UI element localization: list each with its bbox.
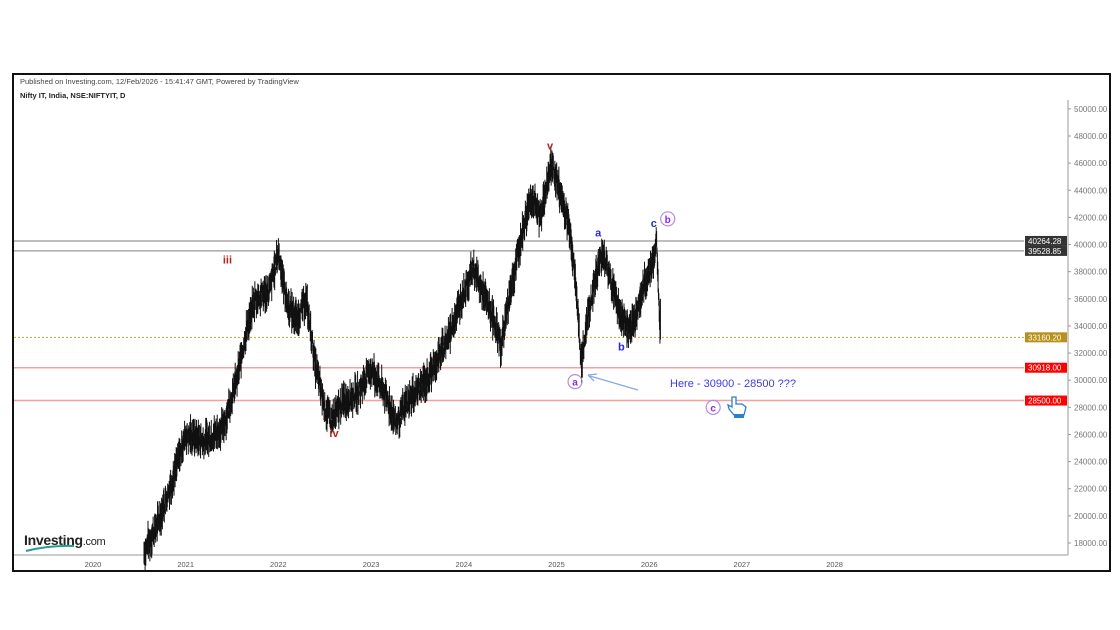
y-tick-label: 26000.00	[1074, 430, 1108, 439]
annotation-text: Here - 30900 - 28500 ???	[670, 378, 796, 390]
y-tick-label: 34000.00	[1074, 322, 1108, 331]
hand-pointer-icon	[727, 396, 747, 418]
logo-brand: Investing	[24, 532, 83, 548]
wave-label: v	[547, 141, 554, 153]
y-tick-label: 20000.00	[1074, 512, 1108, 521]
y-tick-label: 22000.00	[1074, 485, 1108, 494]
chart-frame	[12, 73, 1111, 572]
hand-cuff	[734, 414, 744, 418]
y-tick-label: 40000.00	[1074, 241, 1108, 250]
wave-label: a	[572, 378, 578, 389]
level-tag	[1025, 235, 1067, 246]
level-tag	[1025, 332, 1067, 343]
level-tag-label: 30918.00	[1028, 364, 1062, 373]
x-tick-label: 2024	[455, 560, 472, 569]
wave-label: c	[710, 403, 716, 414]
level-tag	[1025, 395, 1067, 406]
x-tick-label: 2021	[177, 560, 194, 569]
price-series	[143, 146, 661, 572]
level-tag-label: 39528.85	[1028, 247, 1062, 256]
y-tick-label: 36000.00	[1074, 295, 1108, 304]
y-tick-label: 50000.00	[1074, 105, 1108, 114]
y-tick-label: 30000.00	[1074, 376, 1108, 385]
wave-label: a	[595, 227, 602, 239]
x-tick-label: 2022	[270, 560, 287, 569]
y-tick-label: 42000.00	[1074, 213, 1108, 222]
hand-shape	[727, 396, 747, 416]
wave-label: iv	[329, 428, 339, 440]
level-tag	[1025, 362, 1067, 373]
x-tick-label: 2025	[548, 560, 565, 569]
logo-suffix: .com	[82, 536, 106, 548]
y-tick-label: 38000.00	[1074, 268, 1108, 277]
y-tick-label: 46000.00	[1074, 159, 1108, 168]
wave-circle	[567, 374, 583, 390]
level-tag-label: 40264.28	[1028, 237, 1062, 246]
y-tick-label: 28000.00	[1074, 403, 1108, 412]
annotation-arrow	[589, 375, 639, 391]
wave-label: c	[651, 218, 657, 230]
x-tick-label: 2020	[85, 560, 102, 569]
y-tick-label: 32000.00	[1074, 349, 1108, 358]
level-tag-label: 28500.00	[1028, 397, 1062, 406]
x-tick-label: 2028	[826, 560, 843, 569]
arrow-head-icon	[587, 373, 598, 382]
wave-label: b	[618, 341, 625, 353]
wave-circle	[660, 211, 676, 227]
level-tag	[1025, 245, 1067, 256]
y-tick-label: 48000.00	[1074, 132, 1108, 141]
symbol-title: Nifty IT, India, NSE:NIFTYIT, D	[20, 91, 126, 100]
x-tick-label: 2027	[734, 560, 751, 569]
wave-circle	[705, 399, 721, 416]
x-tick-label: 2023	[363, 560, 380, 569]
published-note: Published on Investing.com, 12/Feb/2026 …	[20, 77, 299, 86]
investing-logo: Investing.com	[24, 532, 106, 548]
wave-label: iii	[223, 255, 232, 267]
wave-label: b	[665, 215, 671, 226]
level-tag-label: 33160.20	[1028, 333, 1062, 342]
x-tick-label: 2026	[641, 560, 658, 569]
y-tick-label: 44000.00	[1074, 186, 1108, 195]
y-tick-label: 18000.00	[1074, 539, 1108, 548]
y-tick-label: 24000.00	[1074, 458, 1108, 467]
